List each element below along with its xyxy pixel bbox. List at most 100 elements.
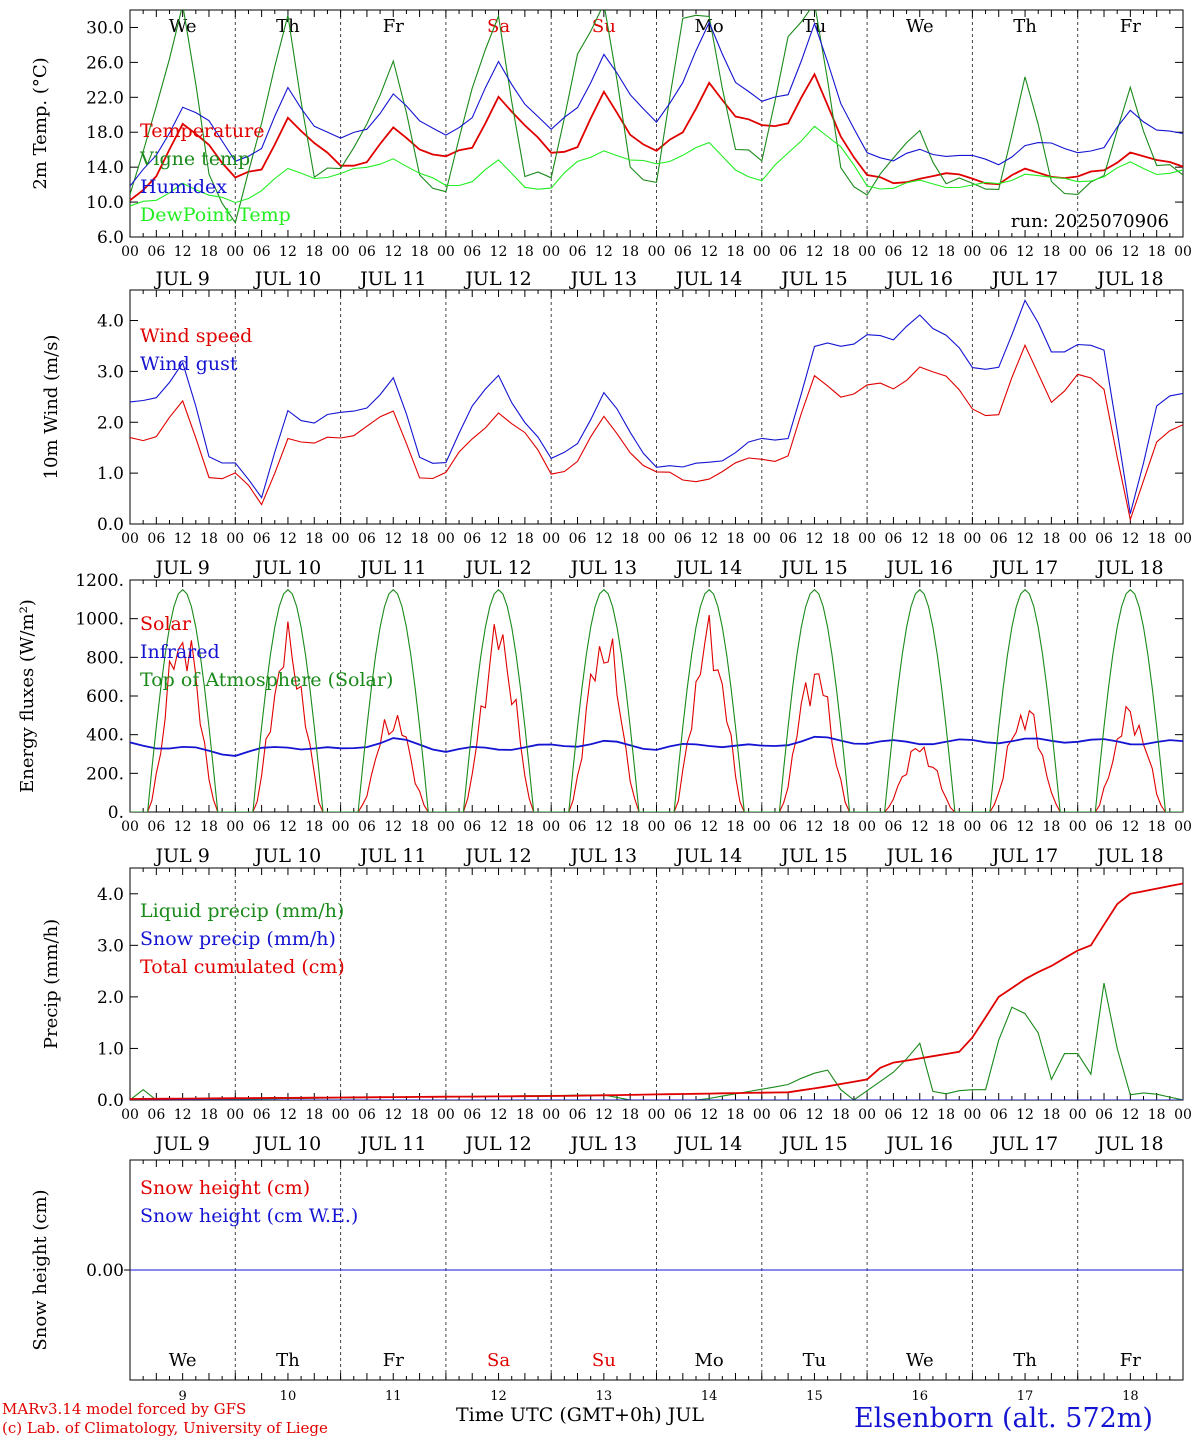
series-line-total-cumulated-cm- [130, 882, 1183, 1100]
hour-label: 12 [595, 244, 613, 260]
hour-label: 18 [1148, 244, 1166, 260]
hour-label: 12 [595, 819, 613, 835]
hour-label: 06 [779, 531, 797, 547]
hour-label: 18 [516, 1107, 534, 1123]
hour-label: 06 [253, 244, 271, 260]
y-tick-label: 400. [86, 726, 124, 746]
date-label: JUL 15 [779, 557, 847, 579]
legend-entry: Vigne temp [139, 148, 250, 170]
date-label: JUL 13 [569, 268, 637, 290]
series-group [130, 10, 1183, 225]
date-label: JUL 18 [1095, 1133, 1163, 1155]
date-label: JUL 11 [358, 557, 426, 579]
hour-label: 06 [1095, 819, 1113, 835]
hour-label: 00 [437, 1107, 455, 1123]
hour-label: 00 [1069, 531, 1087, 547]
hour-label: 00 [542, 819, 560, 835]
day-number: 11 [385, 1389, 402, 1404]
day-number: 9 [179, 1389, 187, 1404]
legend-entry: Humidex [140, 176, 227, 198]
hour-label: 18 [727, 244, 745, 260]
series-line-top-of-atmosphere-solar- [130, 588, 1183, 812]
date-label: JUL 12 [463, 268, 531, 290]
date-label: JUL 9 [153, 845, 209, 867]
y-tick-label: 800. [86, 648, 124, 668]
legend-entry: Snow precip (mm/h) [140, 928, 336, 950]
legend-entry: Snow height (cm) [140, 1177, 310, 1199]
hour-label: 00 [437, 819, 455, 835]
hour-label: 12 [384, 1107, 402, 1123]
legend-entry: Top of Atmosphere (Solar) [140, 669, 393, 691]
hour-label: 12 [1121, 819, 1139, 835]
hour-label: 12 [174, 531, 192, 547]
day-number: 16 [911, 1389, 928, 1404]
hour-label: 06 [885, 1107, 903, 1123]
hour-label: 12 [1016, 531, 1034, 547]
date-label: JUL 14 [674, 1133, 742, 1155]
hour-label: 00 [226, 819, 244, 835]
hour-label: 12 [700, 1107, 718, 1123]
hour-label: 12 [1016, 819, 1034, 835]
y-tick-label: 2.0 [97, 988, 124, 1008]
hour-label: 18 [937, 1107, 955, 1123]
y-tick-label: 2.0 [97, 413, 124, 433]
hour-label: 06 [358, 819, 376, 835]
hour-label: 00 [332, 531, 350, 547]
hour-label: 12 [806, 1107, 824, 1123]
hour-label: 06 [1095, 244, 1113, 260]
hour-label: 18 [1042, 819, 1060, 835]
hour-label: 18 [516, 819, 534, 835]
date-label: JUL 9 [153, 1133, 209, 1155]
date-label: JUL 15 [779, 845, 847, 867]
hour-label: 06 [253, 1107, 271, 1123]
date-label: JUL 10 [253, 268, 321, 290]
hour-label: 06 [674, 531, 692, 547]
legend-entry: Temperature [140, 120, 264, 142]
date-label: JUL 12 [463, 845, 531, 867]
hour-label: 06 [990, 819, 1008, 835]
hour-label: 18 [1042, 1107, 1060, 1123]
weekday-label: Fr [383, 1350, 404, 1371]
hour-label: 18 [727, 1107, 745, 1123]
hour-label: 12 [384, 819, 402, 835]
date-label: JUL 13 [569, 1133, 637, 1155]
series-group [130, 882, 1183, 1100]
date-label: JUL 16 [885, 1133, 953, 1155]
hour-label: 00 [858, 244, 876, 260]
hour-label: 18 [200, 244, 218, 260]
series-group [130, 588, 1183, 812]
day-number: 17 [1017, 1389, 1034, 1404]
hour-label: 18 [1148, 1107, 1166, 1123]
date-label: JUL 17 [990, 1133, 1058, 1155]
legend-entry: Solar [140, 613, 192, 635]
hour-label: 06 [358, 244, 376, 260]
weekday-label: Tu [803, 1350, 827, 1371]
date-label: JUL 10 [253, 1133, 321, 1155]
y-tick-label: 3.0 [97, 362, 124, 382]
weekday-label: Su [592, 1350, 616, 1371]
hour-label: 06 [147, 1107, 165, 1123]
hour-label: 18 [1148, 531, 1166, 547]
hour-label: 00 [963, 1107, 981, 1123]
hour-label: 12 [700, 819, 718, 835]
series-line-temperature [130, 72, 1183, 202]
legend-entry: Infrared [140, 641, 220, 663]
weekday-label: We [169, 1350, 197, 1371]
hour-label: 12 [911, 244, 929, 260]
hour-label: 18 [621, 819, 639, 835]
hour-label: 00 [648, 531, 666, 547]
hour-label: 18 [1042, 244, 1060, 260]
run-annotation: run: 2025070906 [1011, 211, 1169, 232]
hour-label: 06 [779, 244, 797, 260]
y-tick-label: 10.0 [86, 193, 124, 213]
y-tick-label: 22.0 [86, 88, 124, 108]
hour-label: 06 [885, 244, 903, 260]
date-label: JUL 11 [358, 1133, 426, 1155]
hour-label: 06 [779, 1107, 797, 1123]
hour-label: 06 [147, 244, 165, 260]
weekday-label: Th [276, 16, 300, 37]
hour-label: 00 [648, 244, 666, 260]
hour-label: 06 [885, 819, 903, 835]
hour-label: 18 [832, 1107, 850, 1123]
hour-label: 18 [411, 819, 429, 835]
